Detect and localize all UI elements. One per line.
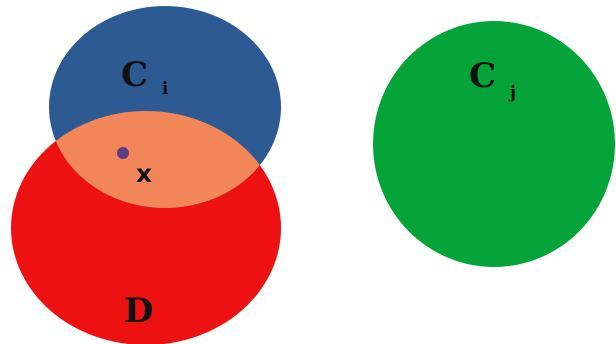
set-ci-label: C i (121, 55, 169, 99)
intersection-ci-d-region (49, 111, 281, 208)
set-cj-label-subscript: j (508, 83, 516, 103)
point-x-label: x (136, 159, 152, 188)
set-d-label: D (124, 291, 153, 331)
set-ci-label-letter: C (121, 55, 148, 95)
set-cj-label-letter: C (469, 56, 496, 96)
point-x-marker (117, 147, 129, 159)
set-ci-label-subscript: i (162, 79, 169, 99)
set-cj-ellipse (373, 21, 615, 267)
set-cj-label: C j (469, 56, 516, 103)
